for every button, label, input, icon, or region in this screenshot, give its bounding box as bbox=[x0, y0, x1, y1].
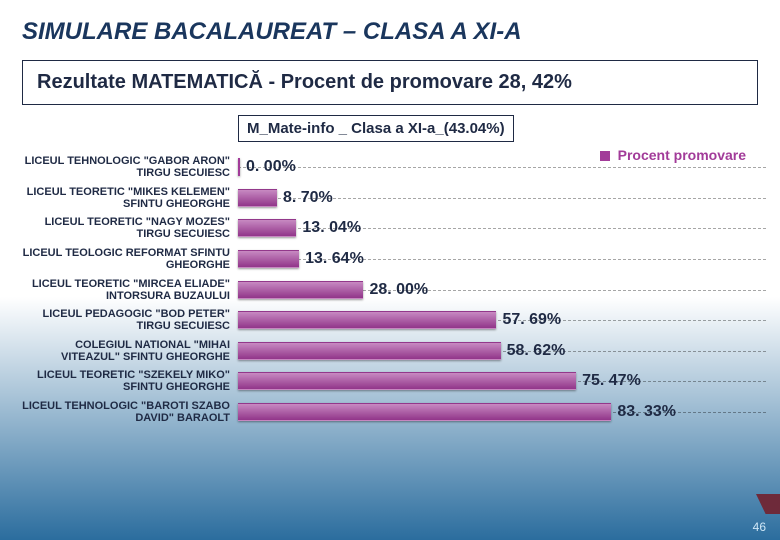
slide-title: SIMULARE BACALAUREAT – CLASA A XI-A bbox=[0, 0, 780, 54]
row-bar-zone: 58. 62% bbox=[238, 336, 766, 367]
chart-row: LICEUL TEORETIC "MIRCEA ELIADE" INTORSUR… bbox=[14, 274, 766, 305]
slide: SIMULARE BACALAUREAT – CLASA A XI-A Rezu… bbox=[0, 0, 780, 540]
bar bbox=[238, 342, 501, 360]
chart-rows: LICEUL TEHNOLOGIC "GABOR ARON" TIRGU SEC… bbox=[14, 152, 766, 427]
chart-row: LICEUL TEOLOGIC REFORMAT SFINTU GHEORGHE… bbox=[14, 244, 766, 275]
bar-value-label: 28. 00% bbox=[369, 281, 428, 299]
bar bbox=[238, 250, 299, 268]
chart-row: LICEUL TEORETIC "NAGY MOZES" TIRGU SECUI… bbox=[14, 213, 766, 244]
row-bar-zone: 13. 04% bbox=[238, 213, 766, 244]
row-label: LICEUL TEHNOLOGIC "BAROTI SZABO DAVID" B… bbox=[14, 397, 238, 428]
row-bar-zone: 83. 33% bbox=[238, 397, 766, 428]
row-label: LICEUL TEHNOLOGIC "GABOR ARON" TIRGU SEC… bbox=[14, 152, 238, 183]
row-label: LICEUL TEORETIC "MIKES KELEMEN" SFINTU G… bbox=[14, 183, 238, 214]
bar-value-label: 83. 33% bbox=[617, 403, 676, 421]
bar bbox=[238, 372, 576, 390]
bar bbox=[238, 158, 240, 176]
page-number: 46 bbox=[753, 520, 766, 534]
row-label: LICEUL TEORETIC "SZEKELY MIKO" SFINTU GH… bbox=[14, 366, 238, 397]
row-label: LICEUL TEORETIC "NAGY MOZES" TIRGU SECUI… bbox=[14, 213, 238, 244]
chart-row: LICEUL TEORETIC "SZEKELY MIKO" SFINTU GH… bbox=[14, 366, 766, 397]
row-label: LICEUL PEDAGOGIC "BOD PETER" TIRGU SECUI… bbox=[14, 305, 238, 336]
bar-value-label: 0. 00% bbox=[246, 158, 296, 176]
row-bar-zone: 8. 70% bbox=[238, 183, 766, 214]
row-bar-zone: 0. 00% bbox=[238, 152, 766, 183]
bar-value-label: 13. 04% bbox=[302, 219, 361, 237]
bar bbox=[238, 219, 296, 237]
bar bbox=[238, 189, 277, 207]
corner-decoration bbox=[756, 494, 780, 514]
bar-value-label: 8. 70% bbox=[283, 189, 333, 207]
slide-subtitle: Rezultate MATEMATICĂ - Procent de promov… bbox=[22, 60, 758, 105]
row-bar-zone: 75. 47% bbox=[238, 366, 766, 397]
bar-value-label: 75. 47% bbox=[582, 372, 641, 390]
row-label: LICEUL TEOLOGIC REFORMAT SFINTU GHEORGHE bbox=[14, 244, 238, 275]
bar bbox=[238, 311, 496, 329]
chart-title: M_Mate-info _ Clasa a XI-a_(43.04%) bbox=[238, 115, 514, 142]
chart-row: LICEUL TEHNOLOGIC "BAROTI SZABO DAVID" B… bbox=[14, 397, 766, 428]
row-bar-zone: 57. 69% bbox=[238, 305, 766, 336]
bar-value-label: 58. 62% bbox=[507, 342, 566, 360]
gridline bbox=[238, 167, 766, 168]
bar bbox=[238, 403, 611, 421]
bar-value-label: 57. 69% bbox=[502, 311, 561, 329]
chart-row: LICEUL PEDAGOGIC "BOD PETER" TIRGU SECUI… bbox=[14, 305, 766, 336]
row-bar-zone: 28. 00% bbox=[238, 274, 766, 305]
bar bbox=[238, 281, 363, 299]
row-label: COLEGIUL NATIONAL "MIHAI VITEAZUL" SFINT… bbox=[14, 336, 238, 367]
row-bar-zone: 13. 64% bbox=[238, 244, 766, 275]
chart: M_Mate-info _ Clasa a XI-a_(43.04%) Proc… bbox=[14, 115, 766, 427]
chart-row: LICEUL TEORETIC "MIKES KELEMEN" SFINTU G… bbox=[14, 183, 766, 214]
chart-row: COLEGIUL NATIONAL "MIHAI VITEAZUL" SFINT… bbox=[14, 336, 766, 367]
chart-row: LICEUL TEHNOLOGIC "GABOR ARON" TIRGU SEC… bbox=[14, 152, 766, 183]
bar-value-label: 13. 64% bbox=[305, 250, 364, 268]
row-label: LICEUL TEORETIC "MIRCEA ELIADE" INTORSUR… bbox=[14, 274, 238, 305]
